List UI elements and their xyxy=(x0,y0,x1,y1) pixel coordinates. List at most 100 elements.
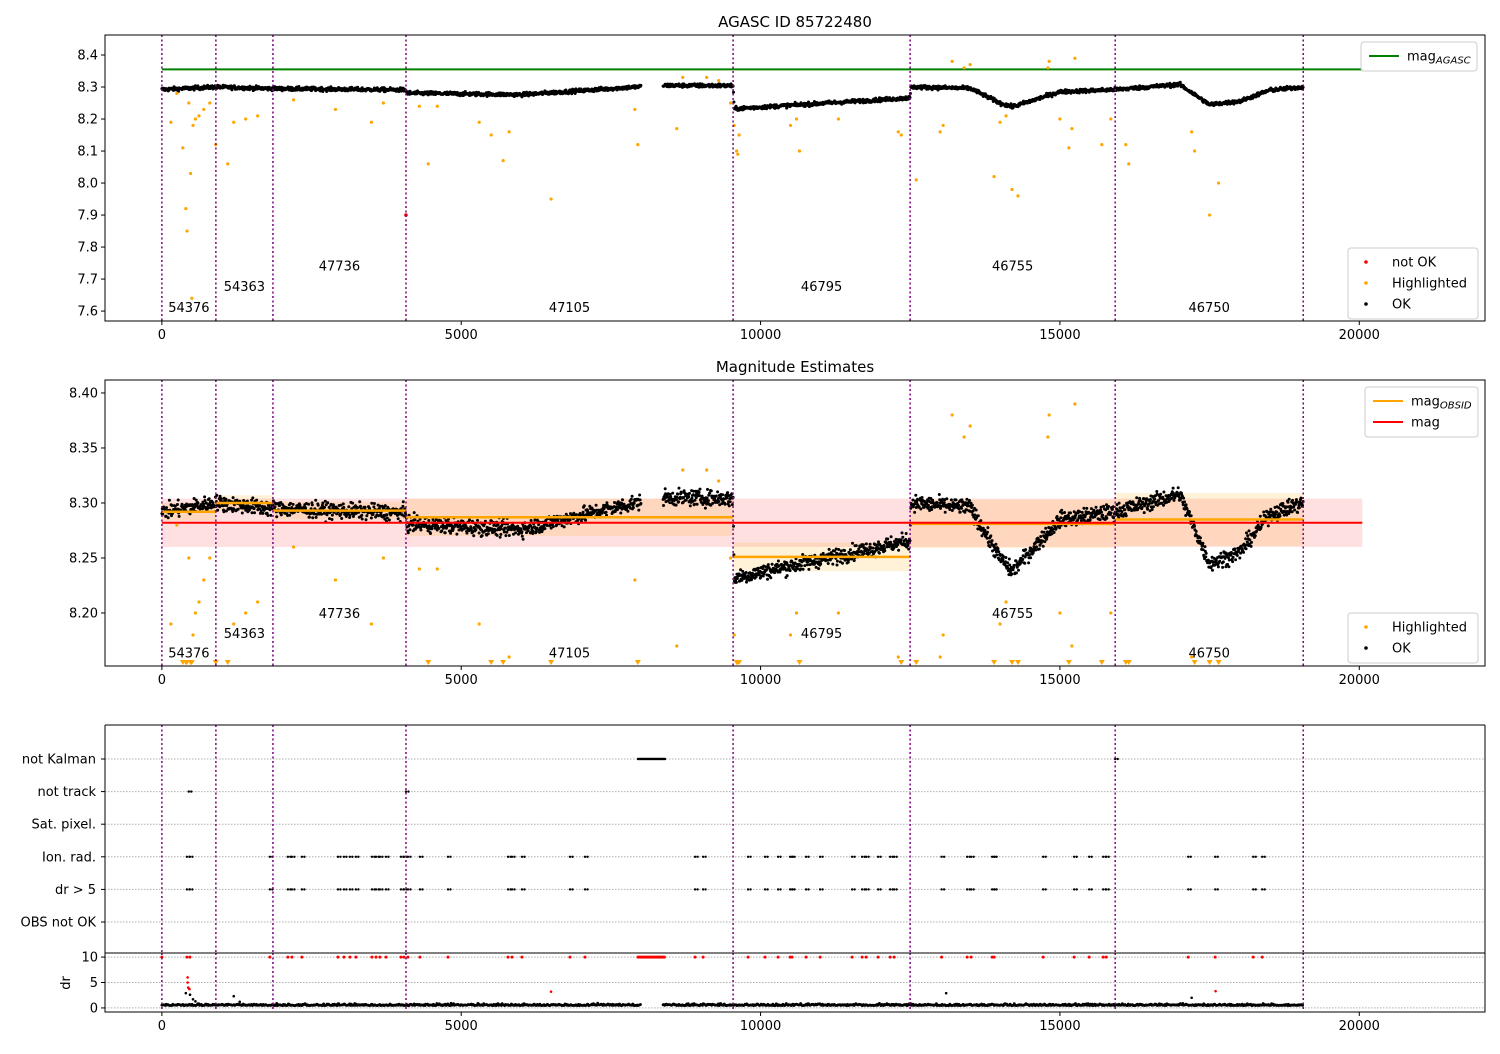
ok-point xyxy=(1027,561,1030,564)
ok-point xyxy=(595,504,598,507)
ok-point xyxy=(440,529,443,532)
legend-point-marker xyxy=(1364,260,1368,264)
ok-point xyxy=(499,533,502,536)
ok-point xyxy=(841,562,844,565)
ok-point xyxy=(178,515,181,518)
ok-point xyxy=(241,512,244,515)
highlighted-point xyxy=(1067,146,1070,149)
ok-point xyxy=(1002,558,1005,561)
ok-point xyxy=(745,581,748,584)
ok-point xyxy=(662,504,665,507)
obsid-label: 47105 xyxy=(549,301,590,316)
ok-point xyxy=(552,525,555,528)
highlighted-point xyxy=(189,172,192,175)
ok-point xyxy=(409,528,412,531)
highlighted-point xyxy=(1127,162,1130,165)
ok-point xyxy=(638,494,641,497)
ok-point xyxy=(716,490,719,493)
highlighted-point xyxy=(717,79,720,82)
ok-point xyxy=(919,508,922,511)
y-tick-label: 7.6 xyxy=(77,305,98,320)
ok-point xyxy=(1081,511,1084,514)
highlighted-point xyxy=(191,124,194,127)
ok-point xyxy=(901,536,904,539)
ok-point xyxy=(340,517,343,520)
ok-point xyxy=(361,518,364,521)
ok-point xyxy=(168,499,171,502)
ok-point xyxy=(504,534,507,537)
ok-point xyxy=(167,516,170,519)
highlighted-point xyxy=(837,117,840,120)
ok-point xyxy=(865,542,868,545)
ok-point xyxy=(835,548,838,551)
ok-point xyxy=(1023,562,1026,565)
ok-point xyxy=(819,562,822,565)
ok-point xyxy=(269,514,272,517)
highlighted-point xyxy=(729,101,732,104)
highlighted-point xyxy=(798,149,801,152)
ok-point xyxy=(372,513,375,516)
ok-point xyxy=(1039,535,1042,538)
legend-label: OK xyxy=(1392,298,1411,313)
ok-point xyxy=(621,498,624,501)
ok-point xyxy=(877,540,880,543)
ok-point xyxy=(901,531,904,534)
highlighted-point xyxy=(190,297,193,300)
highlighted-point xyxy=(292,98,295,101)
highlighted-point xyxy=(963,66,966,69)
ok-point xyxy=(945,497,948,500)
highlighted-point xyxy=(897,130,900,133)
ok-point xyxy=(710,489,713,492)
highlighted-point xyxy=(1100,143,1103,146)
y-tick-label: 7.7 xyxy=(77,273,98,288)
y-tick-label: 8.1 xyxy=(77,145,98,160)
ok-point xyxy=(584,519,587,522)
ok-point xyxy=(491,527,494,530)
y-tick-label: 8.4 xyxy=(77,49,98,64)
ok-point xyxy=(944,511,947,514)
ok-point xyxy=(886,538,889,541)
ok-point xyxy=(631,495,634,498)
ok-point xyxy=(1006,561,1009,564)
ok-point xyxy=(994,543,997,546)
ok-point xyxy=(869,543,872,546)
ok-point xyxy=(289,502,292,505)
highlighted-point xyxy=(1208,213,1211,216)
ok-point xyxy=(986,531,989,534)
ok-point xyxy=(351,502,354,505)
ok-point xyxy=(630,498,633,501)
ok-point xyxy=(356,506,359,509)
ok-point xyxy=(851,542,854,545)
ok-point xyxy=(311,503,314,506)
ok-point xyxy=(843,549,846,552)
ok-point xyxy=(1069,511,1072,514)
ok-point xyxy=(237,508,240,511)
ok-point xyxy=(365,518,368,521)
ok-point xyxy=(370,502,373,505)
ok-point xyxy=(717,500,720,503)
ok-point xyxy=(872,547,875,550)
ok-point xyxy=(522,538,525,541)
ok-point xyxy=(514,531,517,534)
highlighted-point xyxy=(737,133,740,136)
ok-point xyxy=(535,530,538,533)
ok-point xyxy=(320,513,323,516)
ok-point xyxy=(849,548,852,551)
ok-point xyxy=(619,512,622,515)
ok-point xyxy=(605,511,608,514)
obsid-label: 46750 xyxy=(1189,301,1230,316)
y-tick-label: 7.9 xyxy=(77,209,98,224)
highlighted-point xyxy=(208,101,211,104)
ok-point xyxy=(1179,81,1182,84)
y-tick-label: 8.0 xyxy=(77,177,98,192)
highlighted-point xyxy=(992,175,995,178)
highlighted-point xyxy=(969,63,972,66)
ok-point xyxy=(863,552,866,555)
ok-point xyxy=(315,516,318,519)
ok-point xyxy=(582,511,585,514)
x-tick-label: 10000 xyxy=(740,328,781,343)
ok-point xyxy=(704,507,707,510)
ok-point xyxy=(836,560,839,563)
ok-point xyxy=(687,495,690,498)
